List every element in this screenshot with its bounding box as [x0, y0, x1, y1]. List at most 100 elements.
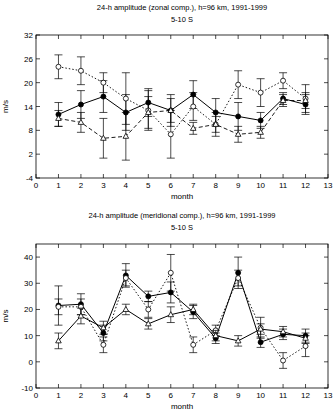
- data-point: [235, 131, 241, 136]
- error-bar-cap: [99, 72, 107, 73]
- x-tick: [58, 174, 59, 178]
- y-tick-label: 40: [24, 253, 33, 262]
- data-point: [101, 135, 107, 140]
- error-bar-cap: [234, 70, 242, 71]
- data-point: [56, 338, 62, 343]
- error-bar-cap: [279, 339, 287, 340]
- error-bar: [77, 308, 85, 324]
- data-point: [168, 312, 174, 317]
- x-tick: [193, 244, 194, 248]
- error-bar: [279, 73, 287, 89]
- error-bar-cap: [144, 317, 152, 318]
- error-bar-cap: [54, 298, 62, 299]
- error-bar-cap: [279, 72, 287, 73]
- error-bar-cap: [122, 112, 130, 113]
- error-bar: [122, 112, 130, 160]
- x-tick: [283, 384, 284, 388]
- error-bar: [302, 333, 310, 343]
- y-tick: [324, 58, 328, 59]
- data-point: [236, 114, 241, 119]
- error-bar-cap: [257, 323, 265, 324]
- x-tick: [215, 35, 216, 39]
- x-tick-label: 2: [79, 391, 84, 400]
- error-bar-cap: [144, 88, 152, 89]
- error-bar-cap: [257, 78, 265, 79]
- error-bar-cap: [54, 348, 62, 349]
- error-bar: [212, 116, 220, 132]
- error-bar: [234, 103, 242, 131]
- x-tick: [80, 35, 81, 39]
- error-bar-cap: [279, 352, 287, 353]
- error-bar-cap: [144, 301, 152, 302]
- x-tick: [36, 35, 37, 39]
- error-bar-cap: [257, 126, 265, 127]
- error-bar: [189, 304, 197, 314]
- error-bar: [99, 81, 107, 113]
- error-bar-cap: [54, 102, 62, 103]
- x-tick: [283, 244, 284, 248]
- y-tick-label: 14: [24, 103, 33, 112]
- data-point: [281, 78, 286, 83]
- x-tick: [125, 244, 126, 248]
- error-bar-cap: [77, 293, 85, 294]
- x-tick-label: 5: [146, 181, 151, 190]
- x-tick-label: 1: [56, 181, 61, 190]
- error-bar-cap: [212, 330, 220, 331]
- x-tick: [36, 244, 37, 248]
- error-bar: [54, 333, 62, 349]
- x-tick: [58, 384, 59, 388]
- x-tick-label: 8: [213, 181, 218, 190]
- plot-frame: [36, 35, 328, 178]
- error-bar: [77, 112, 85, 132]
- error-bar: [279, 326, 287, 336]
- y-tick-label: -10: [21, 384, 33, 393]
- y-tick-label: 30: [24, 279, 33, 288]
- error-bar-cap: [77, 308, 85, 309]
- error-bar-cap: [144, 291, 152, 292]
- y-tick: [324, 283, 328, 284]
- x-tick: [283, 174, 284, 178]
- error-bar-cap: [212, 343, 220, 344]
- error-bar-cap: [234, 288, 242, 289]
- error-bar: [99, 118, 107, 158]
- x-tick-label: 9: [236, 181, 241, 190]
- x-tick: [260, 35, 261, 39]
- error-bar-cap: [234, 285, 242, 286]
- y-axis-label: m/s: [1, 310, 10, 323]
- error-bar-cap: [122, 270, 130, 271]
- y-tick-label: 0: [29, 358, 34, 367]
- y-tick: [36, 154, 40, 155]
- data-point: [258, 118, 263, 123]
- error-bar: [234, 126, 242, 142]
- error-bar-cap: [99, 334, 107, 335]
- error-bar-cap: [99, 118, 107, 119]
- error-bar: [212, 99, 220, 127]
- error-bar-cap: [99, 112, 107, 113]
- x-tick: [328, 35, 329, 39]
- error-bar-cap: [144, 130, 152, 131]
- x-tick: [125, 384, 126, 388]
- plot-area: [54, 254, 309, 368]
- y-tick: [324, 388, 328, 389]
- title: 24-h amplitude (meridional comp.), h=96 …: [89, 211, 276, 220]
- error-bar-cap: [189, 122, 197, 123]
- error-bar: [257, 112, 265, 128]
- y-tick: [324, 178, 328, 179]
- error-bar-cap: [212, 132, 220, 133]
- x-tick-label: 5: [146, 391, 151, 400]
- error-bar-cap: [302, 329, 310, 330]
- series-line: [58, 273, 305, 342]
- error-bar-cap: [144, 96, 152, 97]
- data-point: [146, 109, 152, 114]
- data-point: [168, 108, 173, 113]
- data-point: [123, 276, 128, 281]
- x-tick-label: 0: [34, 181, 39, 190]
- error-bar-cap: [122, 160, 130, 161]
- y-tick: [36, 257, 40, 258]
- x-tick: [283, 35, 284, 39]
- error-bar-cap: [122, 72, 130, 73]
- y-tick: [36, 361, 40, 362]
- x-tick: [305, 35, 306, 39]
- x-tick: [193, 174, 194, 178]
- error-bar-cap: [99, 321, 107, 322]
